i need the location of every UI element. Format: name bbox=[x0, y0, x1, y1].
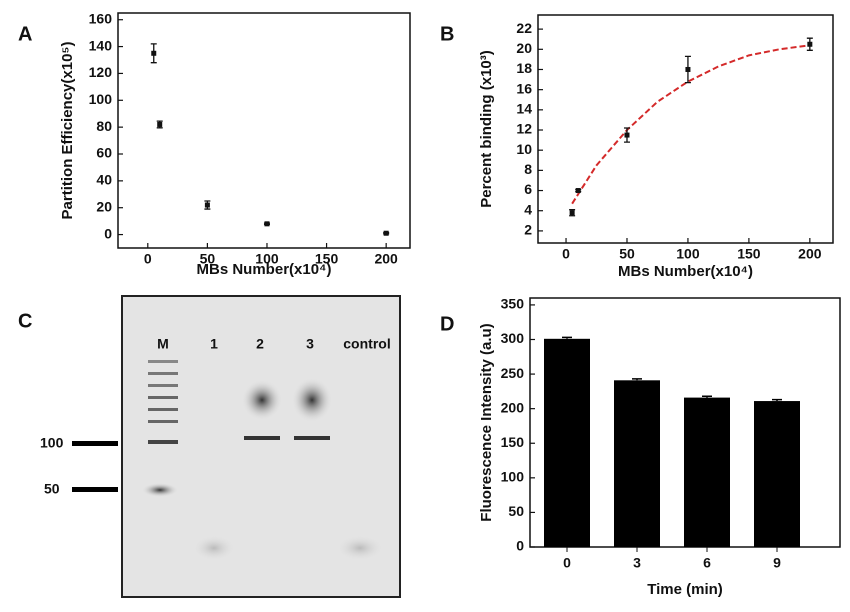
marker-line bbox=[72, 441, 118, 446]
marker-label: 100 bbox=[40, 435, 64, 451]
y-tick-label: 8 bbox=[524, 161, 532, 177]
y-tick-label: 20 bbox=[516, 40, 532, 56]
point bbox=[685, 66, 691, 72]
x-tick-label: 0 bbox=[563, 555, 571, 571]
error-bar bbox=[562, 336, 572, 339]
x-tick-label: 3 bbox=[633, 555, 641, 571]
x-tick-label: 50 bbox=[200, 251, 216, 267]
x-tick-label: 6 bbox=[703, 555, 711, 571]
bar bbox=[544, 338, 590, 547]
lane-label: M bbox=[157, 336, 169, 352]
x-tick-label: 0 bbox=[562, 246, 570, 262]
x-tick-label: 100 bbox=[676, 246, 700, 262]
fit-curve bbox=[571, 44, 810, 205]
x-tick-label: 200 bbox=[374, 251, 398, 267]
bar bbox=[614, 380, 660, 547]
plot-frame bbox=[117, 12, 411, 249]
y-axis-label: Fluorescence Intensity (a.u) bbox=[478, 323, 495, 521]
y-tick-label: 18 bbox=[516, 60, 532, 76]
bar bbox=[754, 401, 800, 547]
x-tick-label: 9 bbox=[773, 555, 781, 571]
error-bar bbox=[632, 378, 642, 381]
y-axis-label: Percent binding (x10³) bbox=[478, 50, 495, 208]
x-tick-label: 150 bbox=[737, 246, 761, 262]
y-tick-label: 40 bbox=[96, 172, 112, 188]
error-bar bbox=[702, 395, 712, 398]
x-tick-label: 100 bbox=[255, 251, 279, 267]
point bbox=[151, 50, 157, 56]
y-tick-label: 100 bbox=[89, 91, 113, 107]
panel-label: D bbox=[440, 313, 454, 335]
y-tick-label: 16 bbox=[516, 80, 532, 96]
lane-label: 3 bbox=[306, 336, 314, 352]
x-tick-label: 0 bbox=[144, 251, 152, 267]
y-tick-label: 140 bbox=[89, 37, 113, 53]
lane-label: 1 bbox=[210, 336, 218, 352]
plot-frame bbox=[537, 14, 834, 244]
x-tick-label: 150 bbox=[315, 251, 339, 267]
point bbox=[383, 230, 389, 236]
y-tick-label: 14 bbox=[516, 101, 532, 117]
point bbox=[264, 221, 270, 227]
lane-label: 2 bbox=[256, 336, 264, 352]
point bbox=[569, 210, 575, 216]
y-tick-label: 22 bbox=[516, 20, 532, 36]
y-tick-label: 4 bbox=[524, 201, 532, 217]
y-tick-label: 60 bbox=[96, 145, 112, 161]
marker-label: 50 bbox=[44, 481, 60, 497]
x-tick-label: 200 bbox=[798, 246, 822, 262]
y-tick-label: 50 bbox=[508, 503, 524, 519]
y-tick-label: 150 bbox=[501, 434, 525, 450]
y-tick-label: 100 bbox=[501, 469, 525, 485]
x-axis-label: MBs Number(x10⁴) bbox=[197, 261, 332, 278]
y-tick-label: 80 bbox=[96, 118, 112, 134]
panel-label: A bbox=[18, 23, 32, 45]
y-tick-label: 12 bbox=[516, 121, 532, 137]
x-axis-label: Time (min) bbox=[647, 581, 723, 598]
gel-bands bbox=[142, 360, 382, 560]
y-tick-label: 300 bbox=[501, 330, 525, 346]
y-tick-label: 2 bbox=[524, 222, 532, 238]
panel-label: C bbox=[18, 310, 32, 332]
lane-label: control bbox=[343, 336, 390, 352]
y-tick-label: 120 bbox=[89, 64, 113, 80]
panel-label: B bbox=[440, 23, 454, 45]
y-axis-label: Partition Efficiency(x10⁵) bbox=[59, 42, 76, 220]
x-tick-label: 50 bbox=[619, 246, 635, 262]
y-tick-label: 0 bbox=[516, 538, 524, 554]
y-tick-label: 6 bbox=[524, 181, 532, 197]
y-tick-label: 10 bbox=[516, 141, 532, 157]
y-tick-label: 250 bbox=[501, 365, 525, 381]
point bbox=[575, 188, 581, 194]
y-tick-label: 200 bbox=[501, 399, 525, 415]
y-tick-label: 0 bbox=[104, 225, 112, 241]
error-bar bbox=[772, 398, 782, 402]
point bbox=[204, 202, 210, 208]
bar bbox=[684, 397, 730, 547]
y-tick-label: 160 bbox=[89, 10, 113, 26]
point bbox=[157, 121, 163, 127]
x-axis-label: MBs Number(x10⁴) bbox=[618, 263, 753, 280]
point bbox=[624, 132, 630, 138]
y-tick-label: 350 bbox=[501, 296, 525, 312]
marker-line bbox=[72, 487, 118, 492]
y-tick-label: 20 bbox=[96, 198, 112, 214]
point bbox=[807, 41, 813, 47]
